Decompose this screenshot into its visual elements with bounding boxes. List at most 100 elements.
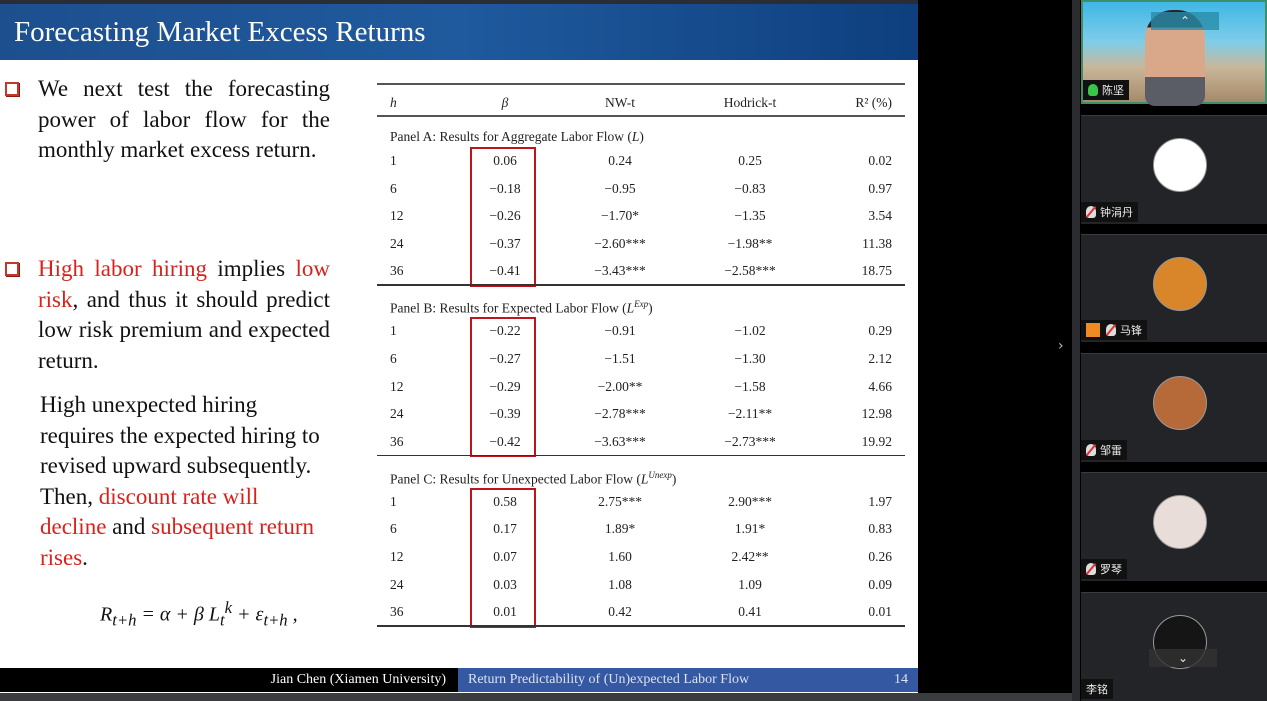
table-cell: −0.37: [489, 235, 521, 251]
panel-divider[interactable]: [1072, 0, 1080, 701]
participant-tile[interactable]: 邹雷: [1081, 353, 1267, 462]
table-cell: −0.91: [604, 323, 636, 339]
beta-highlight-box: [470, 487, 536, 628]
participant-name: 钟涓丹: [1100, 206, 1133, 219]
participant-tile[interactable]: ⌄ 李铭: [1081, 592, 1267, 701]
header-rule: [377, 115, 905, 117]
mic-muted-icon: [1086, 444, 1096, 456]
table-cell: 6: [390, 351, 397, 366]
table-cell: −0.29: [489, 378, 521, 394]
table-cell: 0.03: [493, 576, 517, 592]
slide-title: Forecasting Market Excess Returns: [14, 16, 426, 48]
mic-muted-icon: [1086, 206, 1096, 218]
table-cell: −1.30: [734, 351, 766, 366]
table-cell: −0.39: [489, 406, 521, 422]
table-cell: 36: [390, 433, 404, 449]
table-cell: 2.42**: [731, 549, 769, 564]
bullet-1-text: We next test the forecasting power of la…: [38, 76, 330, 162]
table-cell: 1: [390, 323, 397, 339]
table-cell: −0.18: [489, 180, 521, 196]
panel-label: Panel B: Results for Expected Labor Flow…: [390, 299, 653, 316]
table-cell: 0.17: [493, 521, 517, 537]
participant-tile[interactable]: 马锋: [1081, 234, 1267, 342]
slide-footer: Jian Chen (Xiamen University) Return Pre…: [0, 668, 918, 692]
header-r2: R² (%): [855, 95, 892, 110]
presentation-slide: Forecasting Market Excess Returns We nex…: [0, 0, 918, 693]
table-cell: −2.58***: [724, 263, 776, 279]
table-cell: 6: [390, 521, 397, 537]
table-cell: 2.90***: [728, 493, 772, 509]
table-cell: −1.02: [734, 323, 766, 339]
footer-title-bar: Return Predictability of (Un)expected La…: [458, 668, 918, 692]
header-h: h: [390, 95, 397, 110]
table-cell: 24: [390, 576, 404, 592]
participant-tile[interactable]: 钟涓丹: [1081, 115, 1267, 224]
table-cell: 36: [390, 263, 404, 279]
participant-avatar: [1153, 138, 1207, 192]
page-number: 14: [894, 672, 908, 687]
table-cell: 2.75***: [598, 493, 642, 509]
participant-name-tag: 马锋: [1081, 320, 1147, 340]
table-cell: −2.00**: [597, 378, 643, 394]
footer-author: Jian Chen (Xiamen University): [0, 668, 458, 692]
participant-tile[interactable]: ⌃ 陈坚: [1081, 0, 1267, 106]
table-cell: 4.66: [868, 378, 892, 394]
table-cell: 6: [390, 180, 397, 196]
table-top-rule: [377, 83, 905, 85]
table-cell: 1.91*: [734, 521, 766, 537]
bullet-square-icon: [5, 262, 19, 276]
table-cell: −0.83: [734, 180, 766, 196]
slide-title-bar: Forecasting Market Excess Returns: [0, 4, 918, 60]
participant-name-tag: 李铭: [1081, 679, 1113, 699]
mic-muted-icon: [1086, 563, 1096, 575]
table-cell: 0.01: [868, 604, 892, 620]
table-cell: 12: [390, 378, 404, 394]
table-cell: 24: [390, 406, 404, 422]
table-cell: −2.60***: [594, 235, 646, 251]
table-cell: −1.70*: [601, 208, 639, 224]
table-cell: 24: [390, 235, 404, 251]
table-cell: −0.41: [489, 263, 521, 279]
table-cell: −2.11**: [727, 406, 773, 422]
panel-rule: [377, 284, 905, 286]
participant-name: 马锋: [1120, 324, 1142, 337]
table-cell: 0.01: [493, 604, 517, 620]
table-cell: 0.25: [738, 153, 762, 168]
table-cell: 0.09: [868, 576, 892, 592]
table-cell: 2.12: [868, 351, 892, 366]
header-nw-t: NW-t: [605, 95, 635, 110]
participant-name-tag: 陈坚: [1083, 80, 1129, 100]
table-cell: 12: [390, 208, 404, 224]
participant-name-tag: 邹雷: [1081, 440, 1127, 460]
explanation-paragraph: High unexpected hiring requires the expe…: [40, 392, 320, 570]
table-cell: −1.35: [734, 208, 766, 224]
panel-label: Panel C: Results for Unexpected Labor Fl…: [390, 469, 677, 487]
footer-title: Return Predictability of (Un)expected La…: [468, 672, 750, 687]
table-cell: 0.06: [493, 153, 517, 168]
table-cell: 0.24: [608, 153, 632, 168]
table-cell: −1.58: [734, 378, 766, 394]
table-cell: 0.42: [608, 604, 632, 620]
expand-panel-chevron-icon[interactable]: ›: [1058, 338, 1064, 354]
table-cell: 12.98: [861, 406, 892, 422]
table-cell: 11.38: [862, 235, 892, 251]
table-cell: 0.02: [868, 153, 892, 168]
table-cell: 36: [390, 604, 404, 620]
expand-chevron-icon[interactable]: ⌄: [1149, 649, 1217, 667]
table-cell: 1.97: [868, 493, 892, 509]
panel-label: Panel A: Results for Aggregate Labor Flo…: [390, 129, 644, 144]
collapse-chevron-icon[interactable]: ⌃: [1151, 12, 1219, 30]
table-cell: −1.98**: [727, 235, 773, 251]
table-cell: −2.78***: [594, 406, 646, 422]
table-cell: 1.09: [738, 576, 762, 592]
table-cell: −1.51: [604, 351, 636, 366]
panel-rule: [377, 625, 905, 627]
table-cell: 1.60: [608, 549, 632, 564]
participant-tile[interactable]: 罗琴: [1081, 472, 1267, 581]
table-cell: 0.41: [738, 604, 762, 620]
beta-highlight-box: [470, 317, 536, 458]
host-badge-icon: [1086, 323, 1100, 337]
participant-avatar: [1153, 495, 1207, 549]
table-cell: 19.92: [861, 433, 892, 449]
regression-formula: Rt+h = α + β Ltk + εt+h ,: [100, 598, 298, 630]
